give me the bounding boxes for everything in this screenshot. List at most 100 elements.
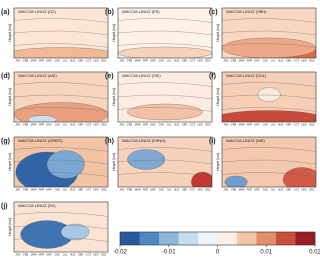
panel-title: WACCM-LINOZ (ESNH)	[122, 138, 166, 143]
panel: (f) WACCM-LINOZ (SOL) Height [km] JAN FEB MAR…	[209, 71, 317, 127]
month-label: JUN	[263, 59, 268, 63]
panel-label: (g)	[1, 138, 10, 145]
month-label: OCT	[294, 59, 300, 63]
y-label: Height [km]	[112, 24, 116, 42]
panel: (g) WACCM-LINOZ (ORBIT)Height [km]JAN FEB M…	[1, 136, 109, 192]
y-label: Height [km]	[8, 24, 12, 42]
month-label: JUN	[55, 188, 60, 192]
month-label: OCT	[294, 123, 300, 127]
month-label: DEC	[101, 188, 107, 192]
month-label: SEP	[78, 253, 83, 257]
month-label: MAR	[31, 59, 37, 63]
y-label: Height [km]	[8, 153, 12, 171]
colorbar-swatch	[139, 232, 160, 245]
colorbar-swatch	[198, 232, 218, 245]
month-label: MAR	[135, 59, 141, 63]
month-label: DEC	[205, 123, 211, 127]
month-label: OCT	[190, 59, 196, 63]
month-label: NOV	[93, 123, 99, 127]
month-label: APR	[143, 123, 148, 127]
colorbar-tick-label: 0	[216, 250, 220, 256]
month-label: DEC	[205, 59, 211, 63]
panel-label: (d)	[1, 73, 10, 80]
month-label: JUL	[63, 188, 68, 192]
month-label: JUN	[159, 188, 164, 192]
month-label: JUL	[271, 59, 276, 63]
field	[222, 137, 316, 187]
colorbar-swatch	[159, 232, 179, 245]
month-label: DEC	[309, 188, 315, 192]
month-label: JAN	[223, 188, 228, 192]
month-label: DEC	[309, 59, 315, 63]
contour	[118, 43, 212, 48]
month-label: JAN	[119, 59, 124, 63]
panel-title: WACCM-LINOZ (ASI)	[18, 73, 57, 78]
month-label: JUN	[263, 188, 268, 192]
y-label: Height [km]	[216, 88, 220, 106]
month-label: FEB	[127, 123, 132, 127]
month-label: JAN	[15, 59, 20, 63]
field	[118, 8, 212, 58]
month-label: JAN	[119, 123, 124, 127]
month-label: SEP	[78, 59, 83, 63]
month-label: JAN	[15, 123, 20, 127]
contour	[14, 172, 108, 177]
contour	[118, 172, 212, 177]
month-label: MAR	[31, 188, 37, 192]
colorbar-swatch	[120, 232, 140, 245]
contour	[14, 18, 108, 23]
field	[14, 137, 108, 187]
contour	[14, 237, 108, 242]
month-label: AUG	[278, 188, 284, 192]
contour	[222, 159, 316, 165]
month-label: MAR	[31, 123, 37, 127]
y-label: Height [km]	[112, 88, 116, 106]
month-label: FEB	[231, 59, 236, 63]
field-blob	[46, 150, 85, 179]
contour	[14, 159, 108, 165]
panel-title: WACCM-LINOZ (SV)	[18, 203, 56, 208]
month-label: MAY	[255, 188, 261, 192]
month-label: OCT	[86, 188, 92, 192]
panel: (h) WACCM-LINOZ (ESNH)Height [km]JAN FEB MA…	[105, 136, 213, 192]
field	[118, 137, 212, 187]
month-label: JUN	[55, 59, 60, 63]
contour	[222, 30, 316, 36]
frame	[117, 71, 213, 123]
frame	[221, 71, 317, 123]
month-label: MAR	[239, 123, 245, 127]
month-label: MAR	[239, 188, 245, 192]
month-label: OCT	[190, 188, 196, 192]
panel: (e) WACCM-LINOZ (SSI) Height [km] JAN FEB MAR…	[105, 71, 213, 127]
month-label: DEC	[205, 188, 211, 192]
y-label: Height [km]	[8, 218, 12, 236]
contour	[14, 147, 108, 152]
month-label: JUL	[63, 253, 68, 257]
y-label: Height [km]	[216, 153, 220, 171]
contour	[118, 147, 212, 152]
frame	[221, 136, 317, 188]
frame	[13, 201, 109, 253]
contour	[14, 94, 108, 100]
field	[222, 72, 316, 122]
month-label: JUL	[63, 123, 68, 127]
frame	[117, 7, 213, 59]
month-label: AUG	[70, 59, 76, 63]
month-label: APR	[39, 59, 44, 63]
contour	[222, 82, 316, 87]
month-label: OCT	[190, 123, 196, 127]
month-label: FEB	[127, 59, 132, 63]
contour	[222, 94, 316, 100]
month-label: NOV	[197, 123, 203, 127]
field-blob	[224, 175, 248, 187]
field-blob	[222, 110, 316, 122]
month-label: AUG	[278, 123, 284, 127]
month-label: JUL	[167, 123, 172, 127]
contour	[222, 107, 316, 112]
panel-title: WACCM-LINOZ (ORBIT)	[18, 138, 63, 143]
y-label: Height [km]	[112, 153, 116, 171]
month-label: DEC	[309, 123, 315, 127]
month-label: SEP	[182, 123, 187, 127]
field-blob	[127, 149, 166, 170]
